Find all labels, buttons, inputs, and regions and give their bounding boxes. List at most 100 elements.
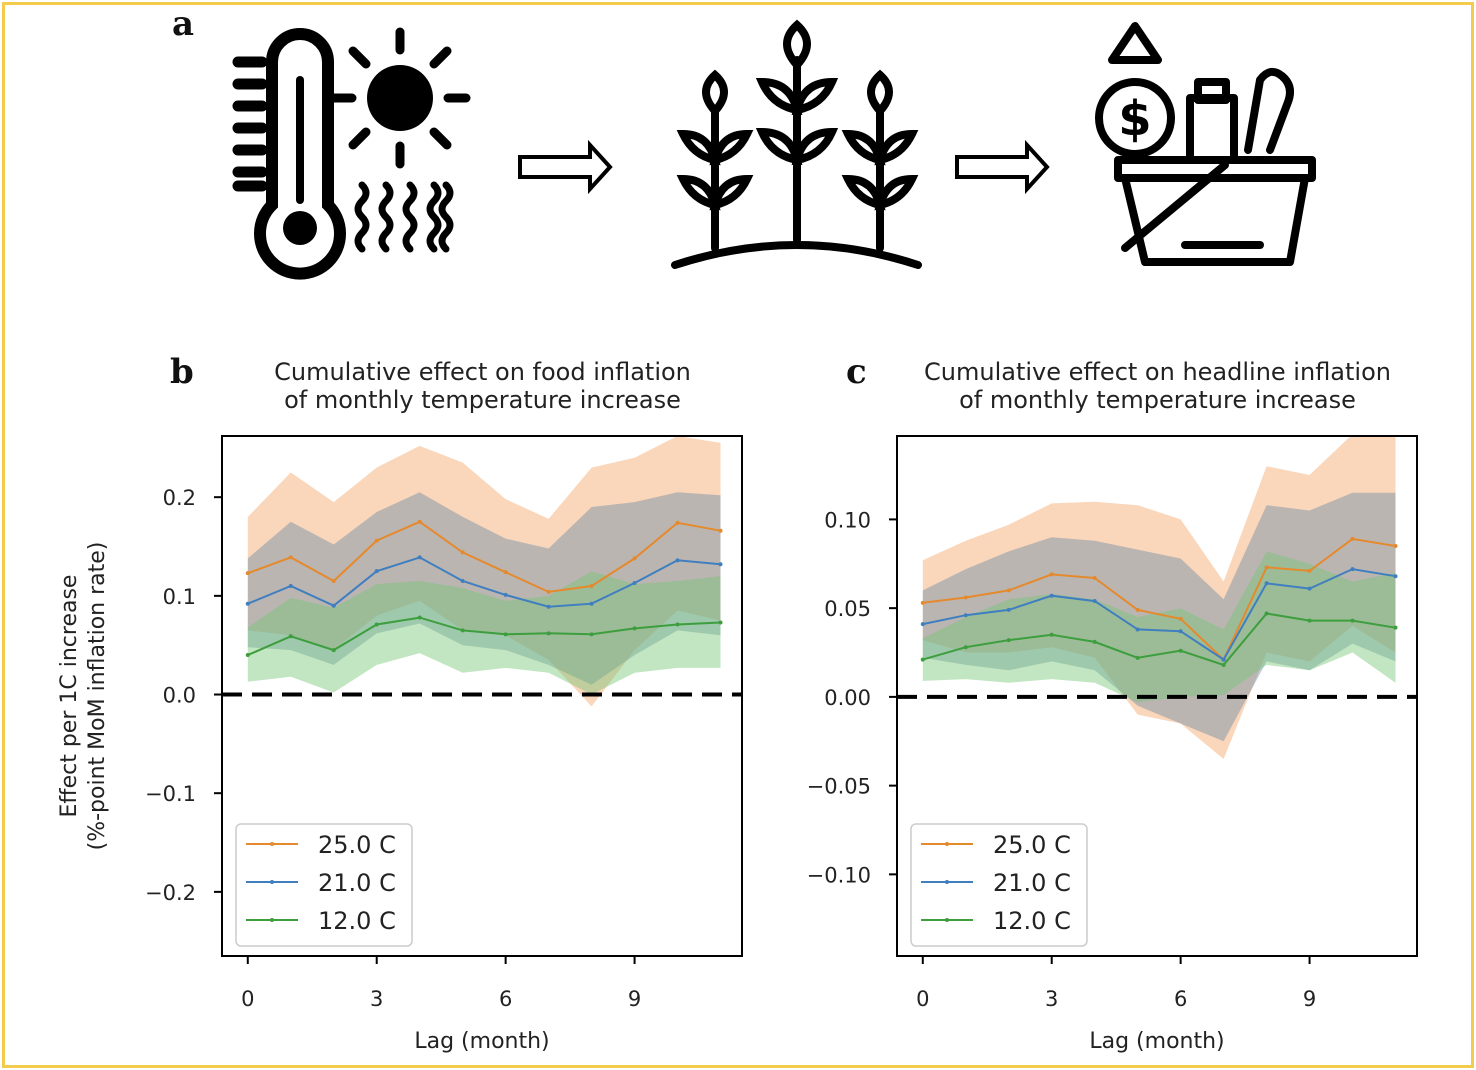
legend-label: 21.0 C bbox=[993, 869, 1071, 897]
x-tick-label: 0 bbox=[241, 987, 254, 1011]
legend-swatch-marker bbox=[945, 842, 949, 846]
data-point bbox=[1350, 618, 1355, 623]
data-point bbox=[1049, 572, 1054, 577]
data-point bbox=[1393, 625, 1398, 630]
data-point bbox=[460, 579, 465, 584]
panel-label-b: b bbox=[170, 352, 194, 392]
legend-swatch-marker bbox=[945, 918, 949, 922]
x-tick-label: 9 bbox=[1303, 987, 1316, 1011]
data-point bbox=[1092, 599, 1097, 604]
chart-c: 0 3 6 9 0.10 0.05 0.00 −0.05 −0.10 Lag (month) 25.… bbox=[807, 435, 1418, 1054]
series-line-210 bbox=[922, 568, 1396, 662]
legend-box bbox=[910, 823, 1088, 947]
data-point bbox=[920, 600, 925, 605]
data-point bbox=[1264, 581, 1269, 586]
data-point bbox=[718, 562, 723, 567]
data-point bbox=[632, 626, 637, 631]
series-line-250 bbox=[247, 520, 721, 593]
data-point bbox=[1307, 586, 1312, 591]
data-point bbox=[1221, 662, 1226, 667]
plot-area bbox=[222, 436, 742, 707]
thermometer-icon bbox=[232, 28, 346, 280]
data-point bbox=[1135, 607, 1140, 612]
data-point bbox=[963, 595, 968, 600]
series-line-250 bbox=[922, 537, 1396, 662]
crops-icon bbox=[671, 19, 922, 269]
legend-label: 12.0 C bbox=[318, 907, 396, 935]
data-point bbox=[589, 601, 594, 606]
data-point bbox=[632, 581, 637, 586]
data-point bbox=[288, 583, 293, 588]
x-axis-label: Lag (month) bbox=[414, 1029, 549, 1054]
legend: 25.0 C 21.0 C 12.0 C bbox=[910, 823, 1088, 947]
heat-waves-icon bbox=[354, 181, 454, 253]
y-tick-label: −0.05 bbox=[807, 775, 871, 799]
legend-label: 25.0 C bbox=[318, 831, 396, 859]
data-point bbox=[503, 592, 508, 597]
legend: 25.0 C 21.0 C 12.0 C bbox=[235, 823, 413, 947]
x-tick-label: 6 bbox=[499, 987, 512, 1011]
data-point bbox=[920, 657, 925, 662]
data-point bbox=[331, 603, 336, 608]
plot-area bbox=[897, 436, 1417, 759]
data-point bbox=[417, 615, 422, 620]
confidence-band-120 bbox=[922, 551, 1396, 703]
y-tick-label: −0.2 bbox=[145, 881, 196, 905]
data-point bbox=[503, 570, 508, 575]
grocery-basket-icon bbox=[1114, 67, 1316, 266]
data-point bbox=[331, 579, 336, 584]
y-tick-label: 0.1 bbox=[163, 585, 196, 609]
data-point bbox=[1006, 638, 1011, 643]
x-tick-label: 6 bbox=[1174, 987, 1187, 1011]
y-tick-label: −0.1 bbox=[145, 782, 196, 806]
y-tick-label: 0.00 bbox=[824, 686, 871, 710]
data-point bbox=[374, 569, 379, 574]
chart-c-title: Cumulative effect on headline inflation … bbox=[870, 358, 1445, 414]
data-point bbox=[417, 519, 422, 524]
data-point bbox=[675, 520, 680, 525]
panel-label-c: c bbox=[846, 352, 867, 392]
price-up-icon bbox=[1108, 22, 1162, 64]
data-point bbox=[1307, 618, 1312, 623]
x-tick-label: 3 bbox=[370, 987, 383, 1011]
x-tick-label: 9 bbox=[628, 987, 641, 1011]
legend-swatch-marker bbox=[270, 918, 274, 922]
dollar-coin-icon: $ bbox=[1095, 78, 1175, 158]
data-point bbox=[1092, 639, 1097, 644]
chart-c-title-line1: Cumulative effect on headline inflation bbox=[924, 358, 1391, 386]
legend-swatch-marker bbox=[945, 880, 949, 884]
confidence-band-250 bbox=[247, 436, 721, 707]
data-point bbox=[963, 645, 968, 650]
series-line-120 bbox=[922, 612, 1396, 667]
y-axis-label: (%-point MoM inflation rate) bbox=[85, 542, 110, 851]
data-point bbox=[632, 556, 637, 561]
data-point bbox=[1092, 575, 1097, 580]
series-line-210 bbox=[247, 556, 721, 608]
y-tick-label: −0.10 bbox=[807, 863, 871, 887]
illustration-panel: $ bbox=[232, 19, 1316, 280]
y-tick-label: 0.0 bbox=[163, 684, 196, 708]
data-point bbox=[589, 632, 594, 637]
x-axis-label: Lag (month) bbox=[1089, 1029, 1224, 1054]
data-point bbox=[1135, 655, 1140, 660]
data-point bbox=[1135, 627, 1140, 632]
y-tick-label: 0.2 bbox=[163, 486, 196, 510]
data-point bbox=[331, 648, 336, 653]
arrow-right-icon bbox=[955, 139, 1050, 195]
y-tick-label: 0.05 bbox=[824, 597, 871, 621]
svg-text:$: $ bbox=[1118, 91, 1151, 147]
data-point bbox=[245, 601, 250, 606]
data-point bbox=[589, 583, 594, 588]
data-point bbox=[546, 631, 551, 636]
data-point bbox=[546, 589, 551, 594]
data-point bbox=[417, 555, 422, 560]
data-point bbox=[1350, 536, 1355, 541]
arrow-right-icon bbox=[518, 139, 613, 195]
legend-label: 12.0 C bbox=[993, 907, 1071, 935]
data-point bbox=[460, 550, 465, 555]
data-point bbox=[718, 620, 723, 625]
data-point bbox=[460, 628, 465, 633]
data-point bbox=[1178, 616, 1183, 621]
